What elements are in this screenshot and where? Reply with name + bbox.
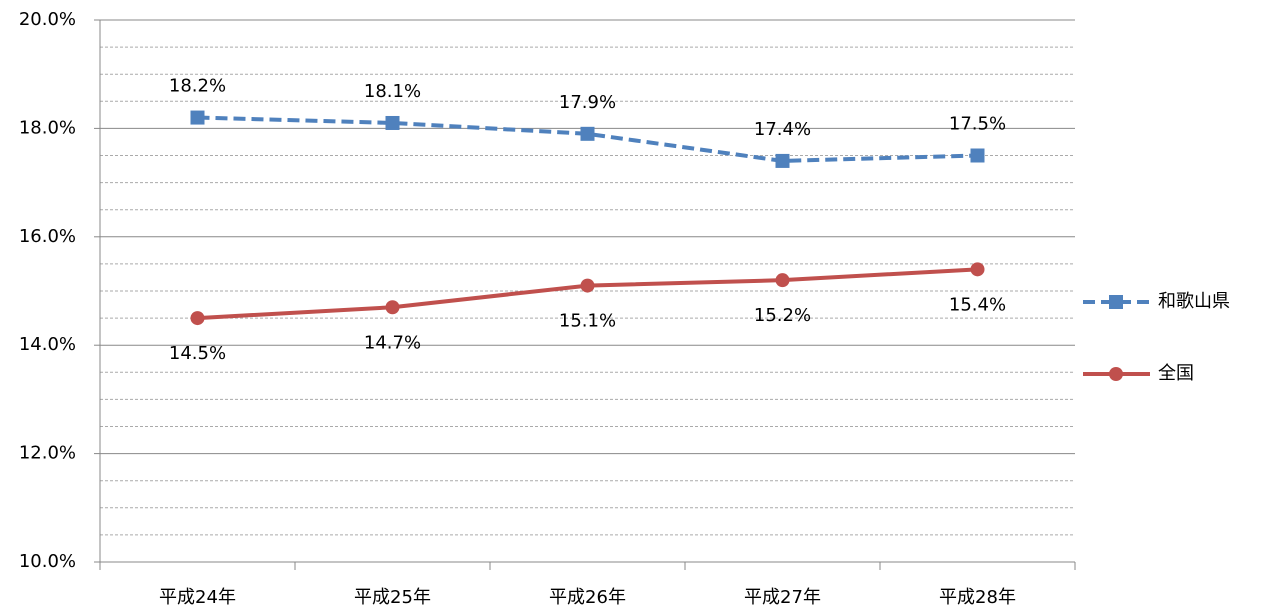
- marker: [775, 153, 790, 168]
- marker: [580, 126, 595, 141]
- data-label: 15.2%: [754, 305, 811, 326]
- x-tick-label: 平成28年: [939, 587, 1016, 608]
- legend-marker: [1109, 295, 1123, 309]
- marker: [580, 278, 595, 293]
- x-tick-label: 平成26年: [549, 587, 626, 608]
- data-label: 14.7%: [364, 332, 421, 353]
- marker: [190, 311, 205, 326]
- marker: [970, 148, 985, 163]
- data-label: 18.1%: [364, 81, 421, 102]
- legend-label: 全国: [1158, 363, 1194, 384]
- marker: [385, 300, 400, 315]
- marker: [970, 262, 985, 277]
- y-tick-label: 12.0%: [19, 443, 76, 464]
- y-tick-label: 20.0%: [19, 9, 76, 30]
- data-label: 15.1%: [559, 311, 616, 332]
- data-label: 17.5%: [949, 114, 1006, 135]
- y-tick-label: 18.0%: [19, 117, 76, 138]
- marker: [775, 273, 790, 288]
- series-line: [197, 115, 978, 163]
- legend-label: 和歌山県: [1158, 291, 1230, 312]
- data-label: 18.2%: [169, 76, 226, 97]
- marker: [190, 110, 205, 125]
- data-label: 14.5%: [169, 343, 226, 364]
- x-tick-label: 平成24年: [159, 587, 236, 608]
- legend-marker: [1109, 367, 1123, 381]
- y-tick-label: 10.0%: [19, 551, 76, 572]
- y-tick-label: 14.0%: [19, 334, 76, 355]
- marker: [385, 115, 400, 130]
- x-tick-label: 平成25年: [354, 587, 431, 608]
- data-label: 17.9%: [559, 92, 616, 113]
- y-tick-label: 16.0%: [19, 226, 76, 247]
- data-label: 17.4%: [754, 119, 811, 140]
- data-label: 15.4%: [949, 294, 1006, 315]
- x-tick-label: 平成27年: [744, 587, 821, 608]
